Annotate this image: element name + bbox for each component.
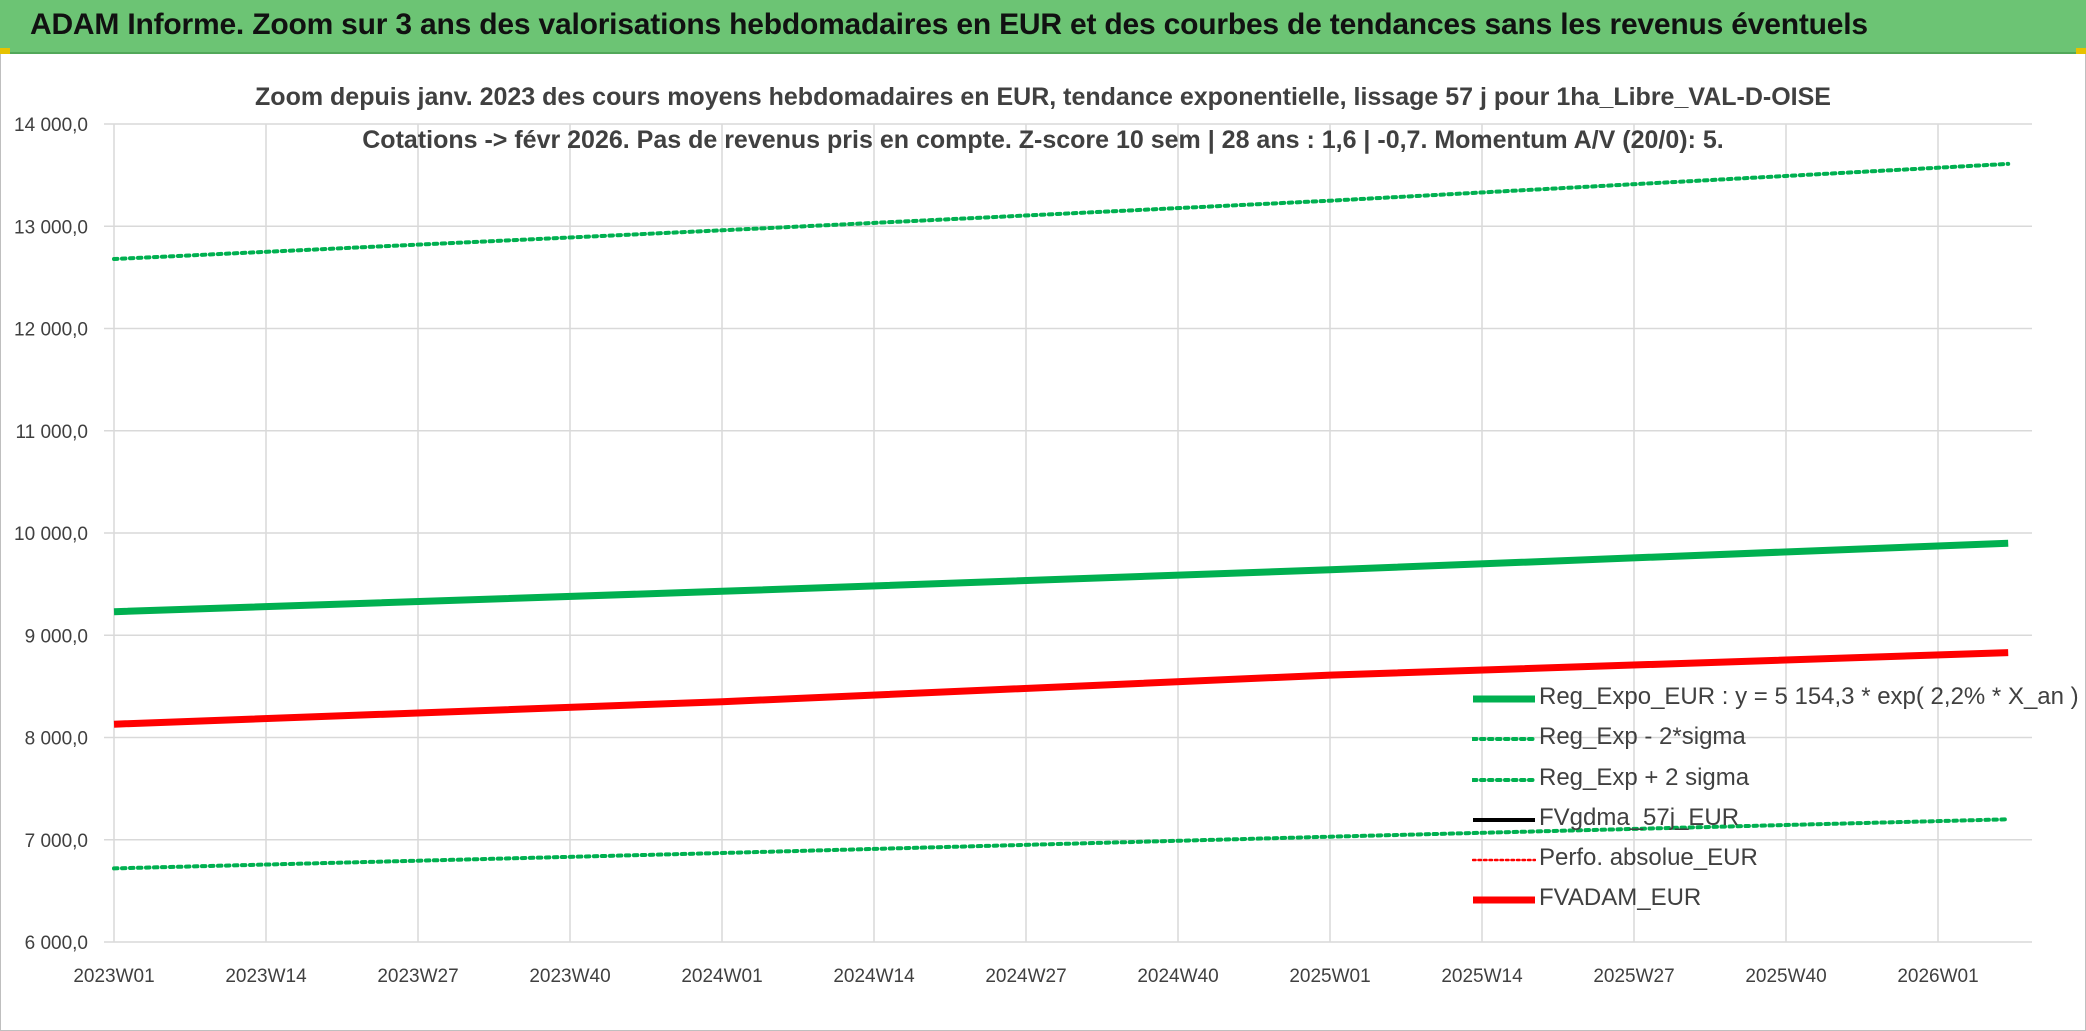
chart-legend: Reg_Expo_EUR : y = 5 154,3 * exp( 2,2% *… — [1468, 680, 2079, 922]
x-tick-label: 2025W14 — [1441, 966, 1523, 987]
legend-label: FVADAM_EUR — [1539, 884, 1702, 912]
y-tick-label: 13 000,0 — [14, 217, 88, 238]
legend-item: Perfo. absolue_EUR — [1468, 841, 2038, 881]
legend-label: Reg_Expo_EUR : y = 5 154,3 * exp( 2,2% *… — [1539, 683, 2079, 710]
x-axis-ticks: 2023W01 2023W14 2023W27 2023W40 2024W01 2024W… — [73, 966, 1978, 987]
x-tick-label: 2023W27 — [377, 966, 458, 987]
legend-swatch — [1473, 896, 1535, 904]
x-tick-label: 2024W40 — [1137, 966, 1218, 987]
x-tick-label: 2025W40 — [1745, 966, 1826, 987]
legend-label: Reg_Exp - 2*sigma — [1539, 723, 1746, 751]
y-tick-label: 7 000,0 — [25, 831, 88, 852]
legend-swatch — [1473, 695, 1535, 703]
legend-label: FVgdma_57j_EUR — [1539, 803, 1740, 831]
chart-title: Zoom depuis janv. 2023 des cours moyens … — [255, 83, 1831, 111]
y-tick-label: 12 000,0 — [14, 320, 88, 341]
x-tick-label: 2023W01 — [73, 966, 154, 987]
banner-corner-right — [2076, 48, 2086, 54]
x-tick-label: 2024W14 — [833, 966, 915, 987]
y-tick-label: 11 000,0 — [15, 422, 88, 443]
x-tick-label: 2023W40 — [529, 966, 610, 987]
legend-item: Reg_Expo_EUR : y = 5 154,3 * exp( 2,2% *… — [1468, 680, 2079, 720]
x-tick-label: 2025W27 — [1593, 966, 1674, 987]
y-tick-label: 6 000,0 — [25, 933, 88, 954]
series-line-1 — [112, 817, 2011, 871]
y-tick-label: 8 000,0 — [25, 729, 88, 750]
legend-label: Reg_Exp + 2 sigma — [1539, 763, 1750, 791]
title-banner: ADAM Informe. Zoom sur 3 ans des valoris… — [0, 0, 2086, 54]
x-tick-label: 2023W14 — [225, 966, 307, 987]
legend-item: Reg_Exp - 2*sigma — [1468, 720, 2038, 760]
chart-subtitle: Cotations -> févr 2026. Pas de revenus p… — [362, 126, 1724, 154]
legend-item: FVADAM_EUR — [1468, 881, 2038, 921]
series-line-0 — [113, 539, 2009, 616]
legend-swatch — [1472, 737, 1536, 742]
banner-title: ADAM Informe. Zoom sur 3 ans des valoris… — [30, 8, 1868, 41]
legend-item: Reg_Exp + 2 sigma — [1468, 761, 2038, 801]
legend-label: Perfo. absolue_EUR — [1539, 844, 1758, 872]
y-axis-ticks: 6 000,0 7 000,0 8 000,0 9 000,0 10 000,0 11 0… — [14, 115, 88, 954]
series-lines — [112, 161, 2011, 871]
series-line-5 — [113, 649, 2009, 728]
y-tick-label: 10 000,0 — [14, 524, 88, 545]
legend-swatch — [1472, 777, 1536, 782]
y-tick-label: 9 000,0 — [25, 626, 88, 647]
legend-item: FVgdma_57j_EUR — [1468, 801, 2038, 841]
banner-corner-left — [0, 48, 10, 54]
y-tick-label: 14 000,0 — [14, 115, 88, 136]
x-tick-label: 2024W01 — [681, 966, 762, 987]
legend-swatch — [1473, 817, 1535, 822]
series-line-2 — [112, 161, 2011, 261]
x-tick-label: 2026W01 — [1897, 966, 1978, 987]
x-tick-label: 2024W27 — [985, 966, 1066, 987]
legend-swatch — [1472, 858, 1536, 862]
x-tick-label: 2025W01 — [1289, 966, 1370, 987]
